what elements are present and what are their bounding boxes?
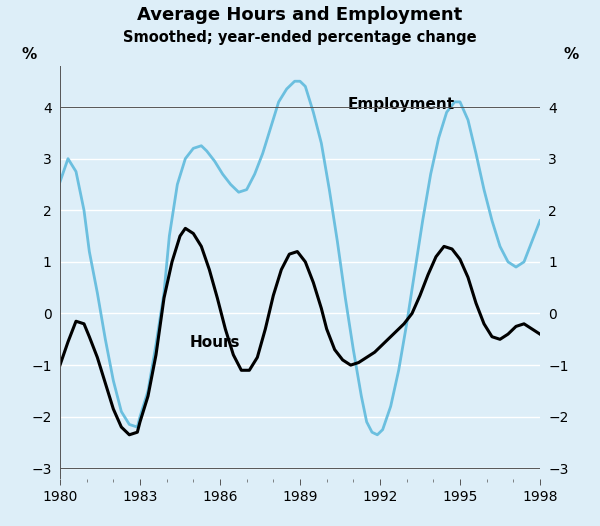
Text: %: % — [563, 47, 579, 62]
Text: Employment: Employment — [348, 97, 455, 112]
Text: Hours: Hours — [190, 335, 240, 350]
Text: Smoothed; year-ended percentage change: Smoothed; year-ended percentage change — [123, 29, 477, 45]
Text: %: % — [21, 47, 37, 62]
Text: Average Hours and Employment: Average Hours and Employment — [137, 6, 463, 24]
